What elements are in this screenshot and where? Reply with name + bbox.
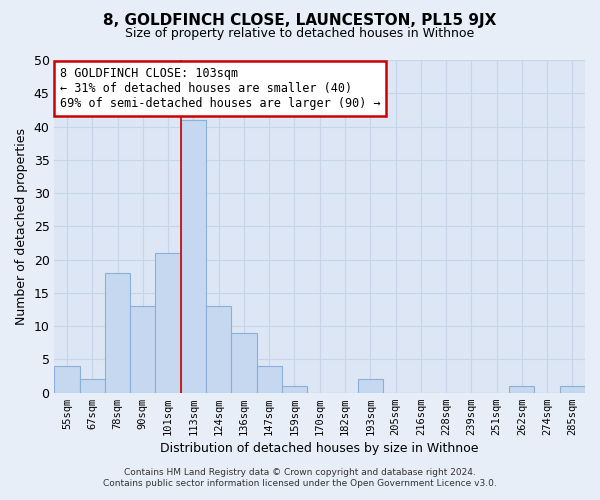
Text: Size of property relative to detached houses in Withnoe: Size of property relative to detached ho… xyxy=(125,28,475,40)
Bar xyxy=(509,386,535,392)
Bar xyxy=(282,386,307,392)
Y-axis label: Number of detached properties: Number of detached properties xyxy=(15,128,28,325)
Bar xyxy=(358,380,383,392)
Bar xyxy=(257,366,282,392)
Text: 8 GOLDFINCH CLOSE: 103sqm
← 31% of detached houses are smaller (40)
69% of semi-: 8 GOLDFINCH CLOSE: 103sqm ← 31% of detac… xyxy=(60,66,380,110)
Bar xyxy=(231,333,257,392)
Text: Contains HM Land Registry data © Crown copyright and database right 2024.
Contai: Contains HM Land Registry data © Crown c… xyxy=(103,468,497,487)
Bar xyxy=(155,253,181,392)
X-axis label: Distribution of detached houses by size in Withnoe: Distribution of detached houses by size … xyxy=(160,442,479,455)
Text: 8, GOLDFINCH CLOSE, LAUNCESTON, PL15 9JX: 8, GOLDFINCH CLOSE, LAUNCESTON, PL15 9JX xyxy=(103,12,497,28)
Bar xyxy=(80,380,105,392)
Bar xyxy=(105,273,130,392)
Bar xyxy=(55,366,80,392)
Bar xyxy=(206,306,231,392)
Bar xyxy=(560,386,585,392)
Bar xyxy=(181,120,206,392)
Bar xyxy=(130,306,155,392)
